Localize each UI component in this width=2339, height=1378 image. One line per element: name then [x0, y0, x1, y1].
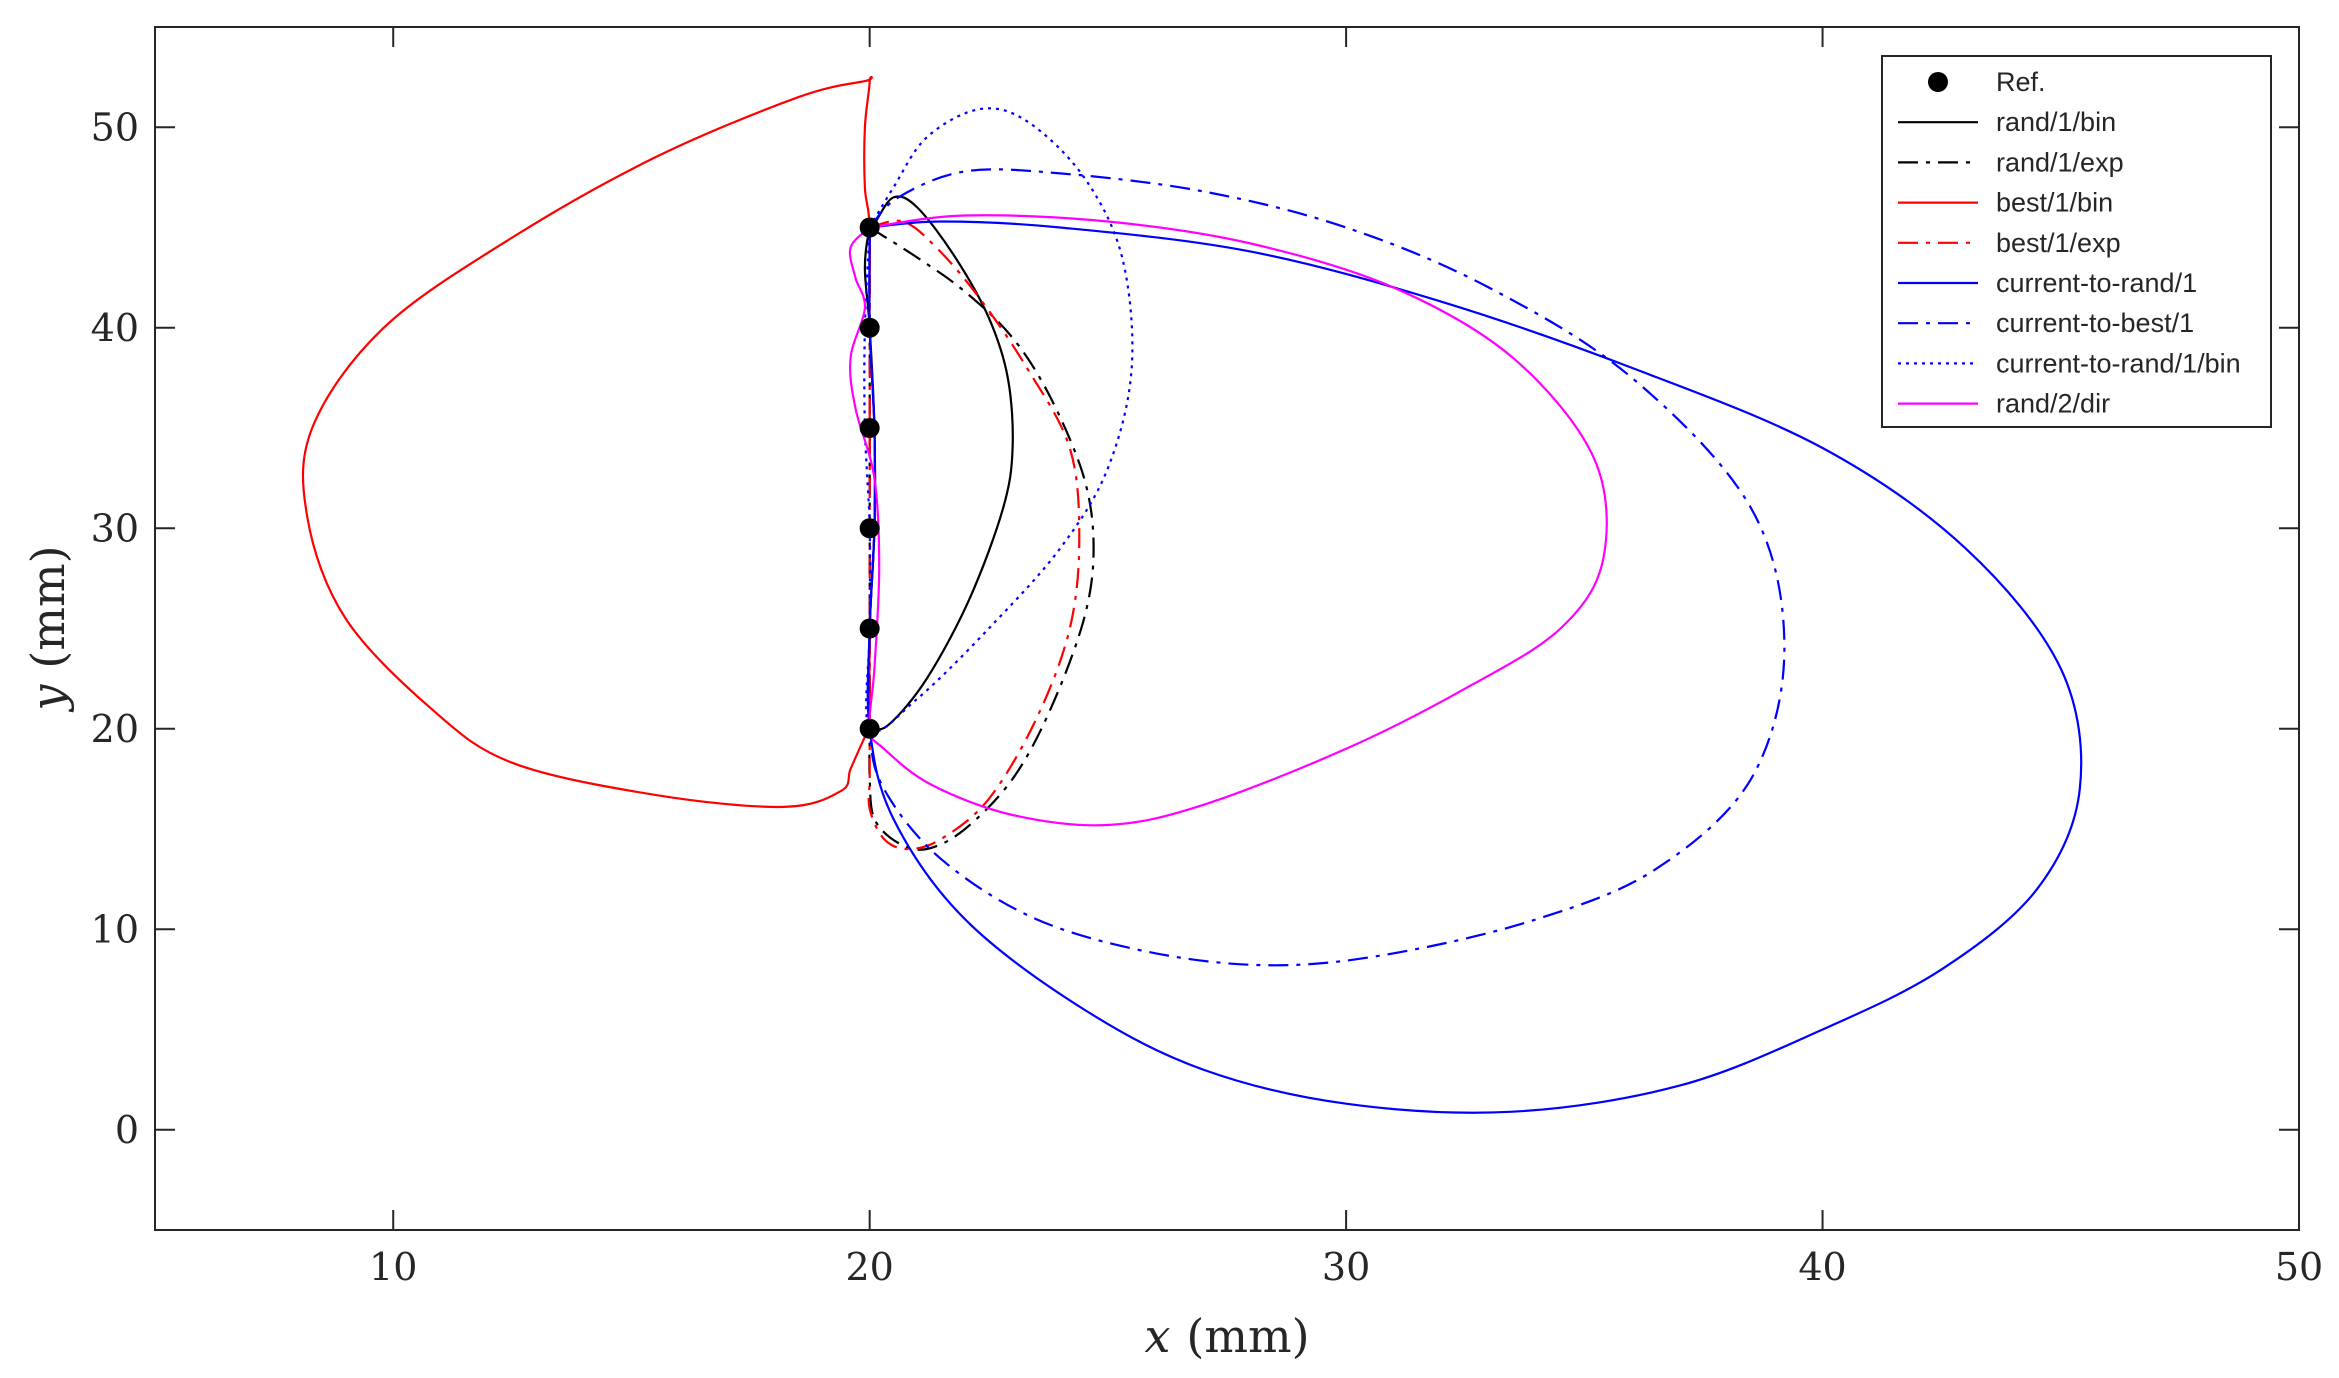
reference-point — [859, 217, 880, 238]
x-tick-label: 40 — [1798, 1245, 1846, 1289]
reference-point — [859, 418, 880, 438]
y-axis-label: y (mm) — [21, 545, 75, 712]
legend-label: best/1/exp — [1996, 228, 2121, 258]
x-axis-label: x (mm) — [1144, 1309, 1309, 1363]
series-line-rand-2-dir — [848, 214, 1608, 827]
y-axis-variable: y — [21, 684, 75, 713]
y-tick-label: 20 — [91, 707, 139, 751]
legend-marker — [1928, 72, 1948, 92]
plot-frame — [154, 26, 2300, 1231]
y-tick-label: 40 — [91, 306, 139, 350]
reference-points — [859, 217, 880, 739]
y-tick-label: 50 — [91, 105, 139, 149]
legend-item-current-to-rand-1-bin: current-to-rand/1/bin — [1898, 348, 2241, 378]
x-axis-unit: (mm) — [1186, 1309, 1309, 1363]
axis-ticks: 10 20 30 40 50 0 10 20 30 40 50 — [91, 27, 2323, 1289]
series-line-current-to-rand-1-bin — [863, 107, 1134, 733]
legend-item-best-1-exp: best/1/exp — [1898, 228, 2121, 258]
reference-point — [859, 317, 880, 338]
legend-label: current-to-rand/1/bin — [1996, 348, 2241, 378]
reference-point — [859, 718, 880, 739]
reference-point — [859, 518, 880, 539]
legend-item-ref: Ref. — [1928, 67, 2046, 97]
legend-item-rand-1-exp: rand/1/exp — [1898, 147, 2124, 177]
legend-label: best/1/bin — [1996, 188, 2113, 218]
x-tick-label: 10 — [369, 1245, 417, 1289]
y-tick-label: 10 — [91, 907, 139, 951]
legend-item-rand-1-bin: rand/1/bin — [1898, 107, 2116, 137]
x-tick-label: 20 — [845, 1245, 893, 1289]
legend-item-current-to-best-1: current-to-best/1 — [1898, 308, 2194, 338]
legend-label: rand/1/exp — [1996, 147, 2124, 177]
legend-label: rand/2/dir — [1996, 389, 2110, 419]
x-tick-label: 50 — [2275, 1245, 2323, 1289]
x-tick-label: 30 — [1322, 1245, 1370, 1289]
legend-item-best-1-bin: best/1/bin — [1898, 188, 2113, 218]
legend-item-rand-2-dir: rand/2/dir — [1898, 389, 2110, 419]
legend-box — [1881, 55, 2272, 428]
legend-label: current-to-rand/1 — [1996, 268, 2197, 298]
y-tick-label: 0 — [115, 1108, 139, 1152]
legend-label: current-to-best/1 — [1996, 308, 2194, 338]
y-tick-label: 30 — [91, 506, 139, 550]
legend-item-current-to-rand-1: current-to-rand/1 — [1898, 268, 2197, 298]
x-axis-variable: x — [1144, 1309, 1170, 1363]
legend-label: Ref. — [1996, 67, 2046, 97]
reference-point — [859, 618, 880, 639]
y-axis-unit: (mm) — [21, 545, 75, 668]
legend-label: rand/1/bin — [1996, 107, 2116, 137]
legend: Ref. rand/1/bin rand/1/exp best/1/bin best/1… — [1881, 55, 2272, 428]
